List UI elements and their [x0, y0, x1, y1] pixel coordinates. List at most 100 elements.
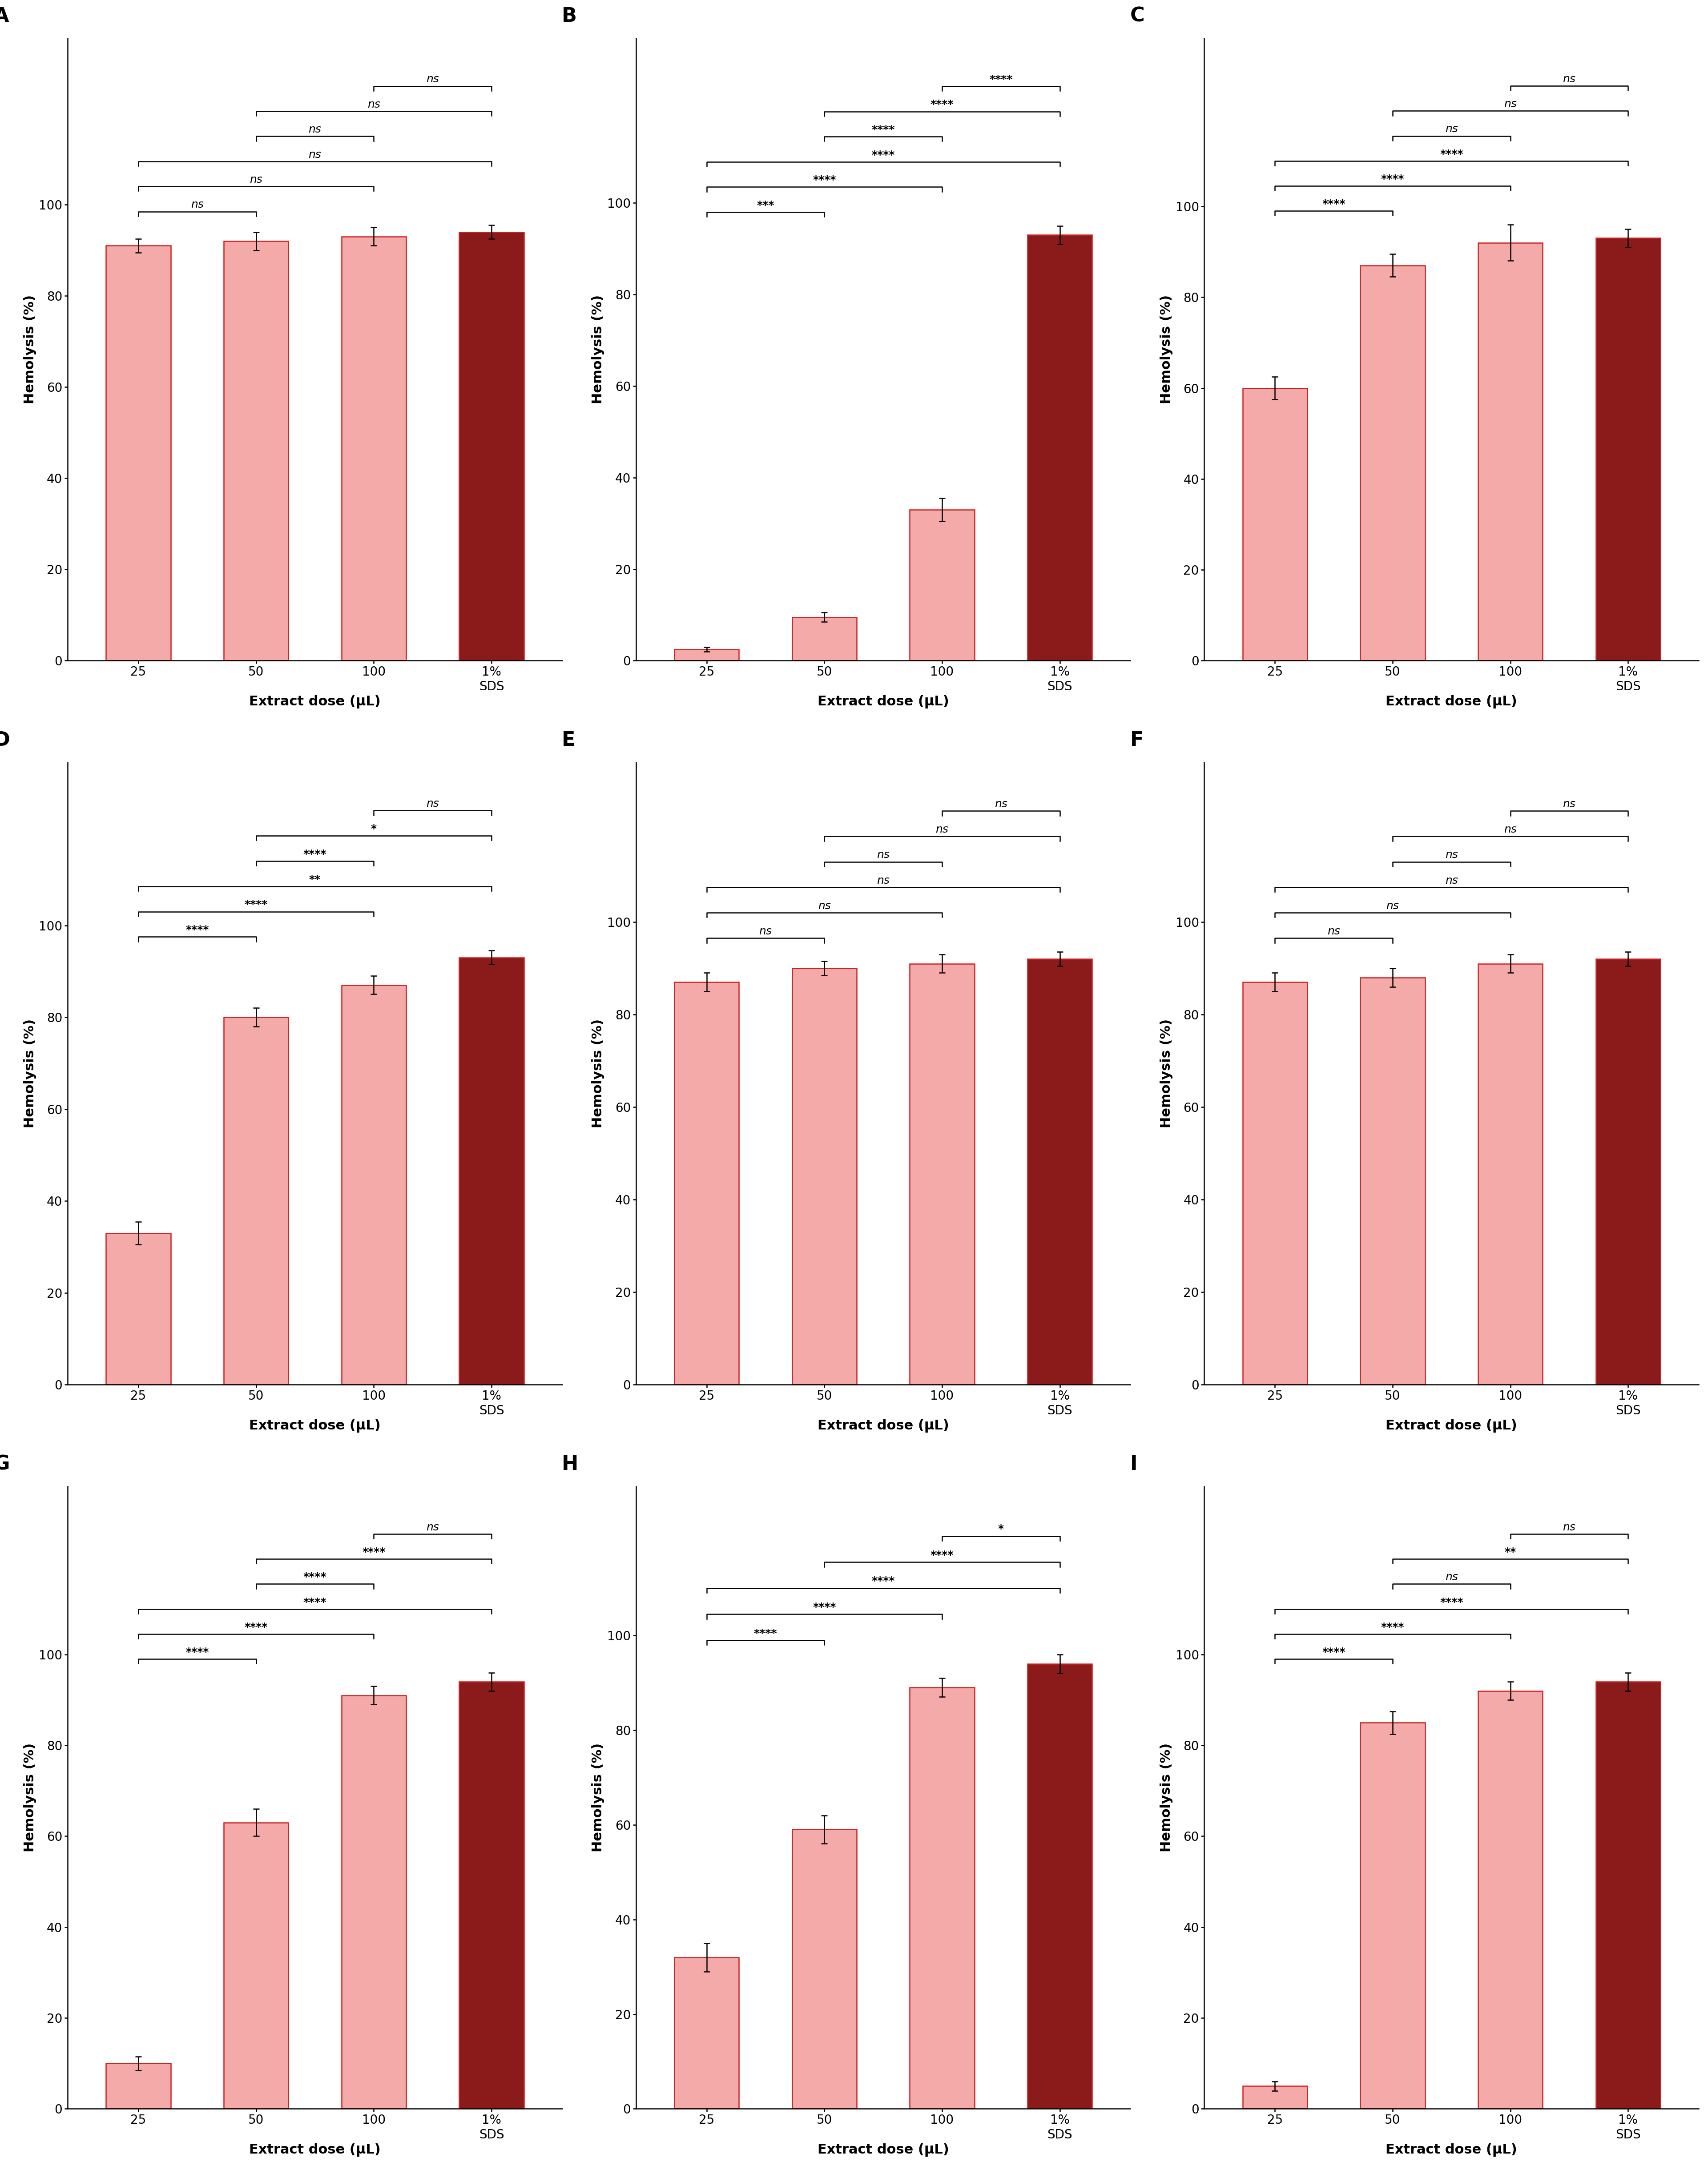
- Y-axis label: Hemolysis (%): Hemolysis (%): [24, 1018, 36, 1128]
- Text: ns: ns: [758, 927, 772, 936]
- Text: ns: ns: [1445, 875, 1459, 886]
- Bar: [1595, 960, 1660, 1384]
- Bar: [224, 240, 289, 661]
- X-axis label: Extract dose (μL): Extract dose (μL): [249, 1419, 381, 1432]
- Text: ns: ns: [309, 123, 321, 134]
- Text: ns: ns: [1563, 74, 1576, 84]
- Text: F: F: [1131, 730, 1144, 749]
- Text: ****: ****: [304, 849, 326, 860]
- Bar: [224, 1822, 289, 2110]
- Text: ****: ****: [244, 899, 268, 910]
- Text: ns: ns: [309, 149, 321, 160]
- Text: ns: ns: [427, 799, 439, 810]
- Bar: [1242, 981, 1307, 1384]
- Text: ns: ns: [367, 100, 381, 110]
- X-axis label: Extract dose (μL): Extract dose (μL): [1385, 1419, 1517, 1432]
- Text: ns: ns: [1327, 927, 1341, 936]
- Text: ****: ****: [1382, 173, 1404, 184]
- Text: ns: ns: [876, 875, 890, 886]
- Bar: [1595, 1681, 1660, 2110]
- X-axis label: Extract dose (μL): Extract dose (μL): [249, 695, 381, 708]
- Text: ns: ns: [1563, 1523, 1576, 1534]
- Text: ****: ****: [813, 175, 835, 186]
- Text: ns: ns: [1445, 1573, 1459, 1583]
- Text: ****: ****: [304, 1573, 326, 1583]
- Bar: [1595, 238, 1660, 661]
- Bar: [793, 1830, 857, 2110]
- Bar: [910, 1687, 975, 2110]
- Bar: [1477, 964, 1542, 1384]
- Text: ns: ns: [249, 175, 263, 184]
- Text: ****: ****: [813, 1603, 835, 1614]
- Bar: [675, 1958, 740, 2110]
- X-axis label: Extract dose (μL): Extract dose (μL): [818, 2144, 950, 2157]
- Bar: [1028, 960, 1091, 1384]
- Text: G: G: [0, 1456, 10, 1473]
- Bar: [1028, 1663, 1091, 2110]
- Text: ns: ns: [427, 1523, 439, 1534]
- Text: ns: ns: [427, 74, 439, 84]
- Y-axis label: Hemolysis (%): Hemolysis (%): [1160, 1744, 1173, 1852]
- Text: E: E: [562, 730, 576, 749]
- Bar: [342, 236, 407, 661]
- Text: ****: ****: [753, 1629, 777, 1640]
- Bar: [106, 2064, 171, 2110]
- Y-axis label: Hemolysis (%): Hemolysis (%): [591, 1744, 605, 1852]
- Text: I: I: [1131, 1456, 1138, 1473]
- Bar: [675, 650, 740, 661]
- Text: ****: ****: [1440, 1596, 1464, 1607]
- Bar: [910, 964, 975, 1384]
- Text: ns: ns: [994, 799, 1008, 810]
- Text: ****: ****: [186, 1646, 208, 1657]
- Bar: [1242, 2086, 1307, 2110]
- Text: ****: ****: [186, 925, 208, 936]
- Text: ****: ****: [871, 126, 895, 134]
- Text: ****: ****: [871, 1577, 895, 1588]
- Bar: [106, 1232, 171, 1384]
- Bar: [1477, 1692, 1542, 2110]
- Bar: [224, 1018, 289, 1384]
- Text: ****: ****: [362, 1547, 386, 1557]
- Bar: [1360, 1722, 1424, 2110]
- Text: ns: ns: [1505, 100, 1517, 110]
- Bar: [793, 617, 857, 661]
- Text: ns: ns: [1505, 825, 1517, 834]
- Text: **: **: [309, 875, 321, 886]
- Text: ns: ns: [1445, 123, 1459, 134]
- Text: ****: ****: [304, 1596, 326, 1607]
- Text: ns: ns: [1387, 901, 1399, 912]
- Text: ****: ****: [989, 74, 1013, 84]
- Text: ****: ****: [931, 100, 953, 110]
- Text: ****: ****: [1322, 199, 1346, 210]
- X-axis label: Extract dose (μL): Extract dose (μL): [818, 695, 950, 708]
- Bar: [459, 1681, 524, 2110]
- Text: ****: ****: [871, 149, 895, 160]
- Text: ns: ns: [818, 901, 830, 912]
- Bar: [459, 232, 524, 661]
- Text: H: H: [562, 1456, 579, 1473]
- Text: ****: ****: [931, 1551, 953, 1562]
- Text: *: *: [997, 1525, 1004, 1534]
- Bar: [459, 957, 524, 1384]
- Text: ns: ns: [191, 199, 203, 210]
- X-axis label: Extract dose (μL): Extract dose (μL): [1385, 695, 1517, 708]
- Text: B: B: [562, 6, 577, 26]
- Y-axis label: Hemolysis (%): Hemolysis (%): [24, 295, 36, 405]
- Bar: [1477, 243, 1542, 661]
- Text: ns: ns: [1563, 799, 1576, 810]
- Bar: [1028, 236, 1091, 661]
- Bar: [1360, 266, 1424, 661]
- X-axis label: Extract dose (μL): Extract dose (μL): [818, 1419, 950, 1432]
- Bar: [1360, 977, 1424, 1384]
- Bar: [342, 1696, 407, 2110]
- Text: *: *: [371, 823, 377, 834]
- Bar: [675, 981, 740, 1384]
- Text: A: A: [0, 6, 9, 26]
- Text: ns: ns: [1445, 849, 1459, 860]
- X-axis label: Extract dose (μL): Extract dose (μL): [249, 2144, 381, 2157]
- Bar: [106, 245, 171, 661]
- Bar: [342, 986, 407, 1384]
- Y-axis label: Hemolysis (%): Hemolysis (%): [591, 1018, 605, 1128]
- Text: **: **: [1505, 1547, 1517, 1557]
- Bar: [1242, 388, 1307, 661]
